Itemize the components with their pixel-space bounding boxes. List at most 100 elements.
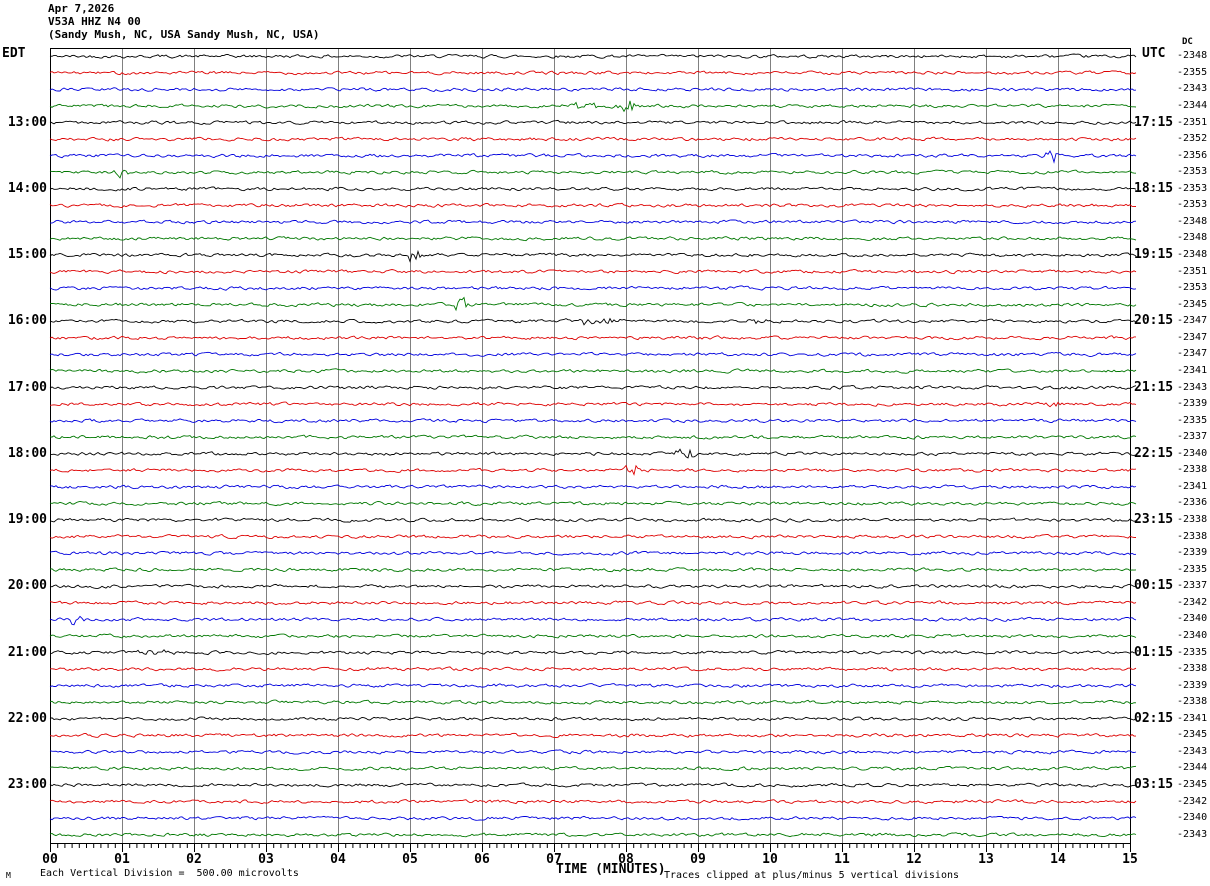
edt-time-label: 16:00 bbox=[7, 313, 47, 329]
trace-row-27 bbox=[49, 500, 1137, 507]
minute-tick-label: 01 bbox=[114, 852, 130, 867]
edt-time-label: 20:00 bbox=[7, 578, 47, 594]
trace-row-2 bbox=[49, 87, 1137, 92]
dc-value: -2341 bbox=[1177, 712, 1208, 724]
dc-value: -2345 bbox=[1177, 779, 1208, 791]
utc-time-label: 03:15 bbox=[1134, 777, 1174, 793]
trace-row-39 bbox=[49, 699, 1137, 705]
dc-value: -2335 bbox=[1177, 563, 1208, 575]
dc-value: -2342 bbox=[1177, 795, 1208, 807]
scale-note: Each Vertical Division = 500.00 microvol… bbox=[40, 868, 299, 879]
header-station: V53A HHZ N4 00 bbox=[48, 15, 141, 28]
dc-value: -2353 bbox=[1177, 166, 1208, 178]
trace-row-23 bbox=[49, 434, 1137, 440]
edt-time-label: 18:00 bbox=[7, 445, 47, 461]
trace-row-32 bbox=[49, 583, 1137, 589]
dc-value: -2348 bbox=[1177, 50, 1208, 62]
dc-value: -2351 bbox=[1177, 265, 1208, 277]
trace-row-24 bbox=[50, 448, 1137, 459]
utc-time-label: 17:15 bbox=[1134, 114, 1174, 130]
trace-row-26 bbox=[49, 484, 1137, 490]
dc-value: -2335 bbox=[1177, 646, 1208, 658]
dc-value: -2355 bbox=[1177, 66, 1208, 78]
dc-value: -2343 bbox=[1177, 828, 1208, 840]
trace-row-0 bbox=[49, 53, 1137, 59]
trace-row-46 bbox=[49, 815, 1137, 821]
minute-tick-label: 15 bbox=[1122, 852, 1138, 867]
trace-row-7 bbox=[49, 169, 1137, 179]
trace-row-20 bbox=[49, 385, 1137, 391]
dc-value: -2353 bbox=[1177, 282, 1208, 294]
minute-tick-label: 03 bbox=[258, 852, 274, 867]
minute-tick-label: 07 bbox=[546, 852, 562, 867]
trace-row-13 bbox=[49, 269, 1137, 275]
trace-row-33 bbox=[49, 600, 1137, 606]
trace-row-12 bbox=[49, 249, 1137, 263]
dc-value: -2347 bbox=[1177, 315, 1208, 327]
dc-value: -2338 bbox=[1177, 464, 1208, 476]
edt-axis-label: EDT bbox=[2, 46, 26, 61]
utc-time-label: 20:15 bbox=[1134, 313, 1174, 329]
dc-value: -2345 bbox=[1177, 298, 1208, 310]
utc-time-label: 00:15 bbox=[1134, 578, 1174, 594]
trace-row-29 bbox=[49, 534, 1137, 540]
dc-value: -2341 bbox=[1177, 364, 1208, 376]
trace-row-22 bbox=[49, 418, 1137, 424]
dc-value: -2340 bbox=[1177, 447, 1208, 459]
dc-value: -2340 bbox=[1177, 629, 1208, 641]
trace-row-14 bbox=[49, 285, 1137, 291]
dc-value: -2348 bbox=[1177, 232, 1208, 244]
dc-value: -2337 bbox=[1177, 580, 1208, 592]
trace-row-38 bbox=[49, 683, 1137, 689]
header-site: (Sandy Mush, NC, USA Sandy Mush, NC, USA… bbox=[48, 28, 320, 41]
dc-value: -2342 bbox=[1177, 596, 1208, 608]
x-axis-title: TIME (MINUTES) bbox=[556, 862, 666, 877]
dc-value: -2335 bbox=[1177, 414, 1208, 426]
minute-tick-label: 05 bbox=[402, 852, 418, 867]
minute-tick-label: 02 bbox=[186, 852, 202, 867]
trace-row-45 bbox=[49, 799, 1137, 805]
trace-row-31 bbox=[49, 567, 1137, 573]
dc-value: -2353 bbox=[1177, 199, 1208, 211]
trace-row-35 bbox=[49, 633, 1137, 639]
dc-value: -2353 bbox=[1177, 182, 1208, 194]
trace-row-25 bbox=[49, 464, 1137, 476]
trace-row-36 bbox=[49, 649, 1137, 656]
utc-time-label: 22:15 bbox=[1134, 445, 1174, 461]
trace-row-30 bbox=[49, 550, 1137, 556]
utc-time-label: 21:15 bbox=[1134, 379, 1174, 395]
edt-time-label: 19:00 bbox=[7, 512, 47, 528]
edt-time-label: 14:00 bbox=[7, 180, 47, 196]
trace-row-10 bbox=[49, 219, 1137, 225]
utc-axis-label: UTC bbox=[1142, 46, 1166, 61]
minute-tick-label: 09 bbox=[690, 852, 706, 867]
dc-value: -2343 bbox=[1177, 745, 1208, 757]
utc-time-label: 18:15 bbox=[1134, 180, 1174, 196]
dc-value: -2341 bbox=[1177, 480, 1208, 492]
edt-time-label: 15:00 bbox=[7, 247, 47, 263]
utc-time-label: 23:15 bbox=[1134, 512, 1174, 528]
dc-value: -2347 bbox=[1177, 331, 1208, 343]
dc-value: -2339 bbox=[1177, 547, 1208, 559]
trace-row-21 bbox=[49, 401, 1137, 408]
utc-time-label: 19:15 bbox=[1134, 247, 1174, 263]
minute-tick-label: 08 bbox=[618, 852, 634, 867]
trace-row-4 bbox=[49, 119, 1137, 125]
dc-value: -2338 bbox=[1177, 514, 1208, 526]
dc-value: -2338 bbox=[1177, 530, 1208, 542]
dc-value: -2338 bbox=[1177, 696, 1208, 708]
minute-tick-label: 00 bbox=[42, 852, 58, 867]
trace-row-15 bbox=[49, 296, 1137, 312]
trace-row-3 bbox=[49, 100, 1137, 113]
dc-value: -2340 bbox=[1177, 613, 1208, 625]
dc-value: -2337 bbox=[1177, 431, 1208, 443]
dc-value: -2344 bbox=[1177, 762, 1208, 774]
plot-frame bbox=[50, 48, 1131, 844]
trace-row-1 bbox=[49, 70, 1137, 76]
trace-row-6 bbox=[49, 150, 1137, 164]
minute-tick-label: 10 bbox=[762, 852, 778, 867]
dc-value: -2351 bbox=[1177, 116, 1208, 128]
dc-value: -2352 bbox=[1177, 133, 1208, 145]
